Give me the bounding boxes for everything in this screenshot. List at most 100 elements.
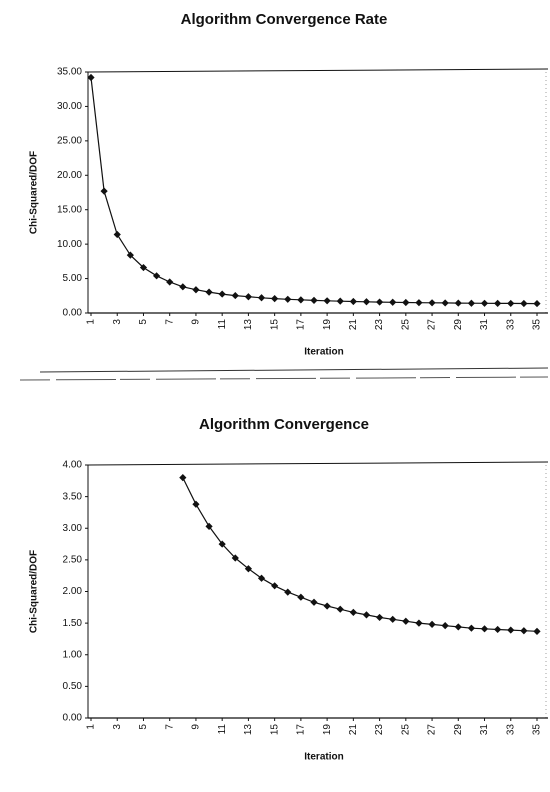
x-tick-label: 19 <box>322 319 333 331</box>
y-tick-label: 5.00 <box>63 273 83 284</box>
series-line <box>182 477 538 632</box>
data-point <box>428 620 436 628</box>
divider <box>19 376 549 381</box>
data-point <box>467 624 476 632</box>
data-point <box>375 298 384 306</box>
data-point <box>192 500 200 508</box>
x-tick-label: 27 <box>427 319 438 331</box>
data-point <box>507 299 515 308</box>
data-point <box>362 611 371 619</box>
data-point <box>257 574 266 582</box>
data-point <box>218 290 226 298</box>
data-point <box>454 299 462 307</box>
y-tick-label: 3.00 <box>63 523 83 534</box>
data-point <box>494 299 502 307</box>
x-tick-label: 31 <box>479 319 490 331</box>
x-axis-label: Iteration <box>304 347 343 358</box>
data-point <box>179 283 187 291</box>
x-tick-label: 27 <box>427 724 438 736</box>
data-point <box>297 593 305 601</box>
data-point <box>192 286 200 294</box>
data-point <box>375 613 384 622</box>
y-axis-label: Chi-Squared/DOF <box>29 151 40 234</box>
x-tick-label: 25 <box>400 319 411 331</box>
x-tick-label: 33 <box>505 724 516 736</box>
x-tick-label: 29 <box>453 319 464 331</box>
x-tick-label: 11 <box>217 319 228 330</box>
data-point <box>415 299 423 307</box>
data-point <box>520 299 528 308</box>
x-tick-label: 35 <box>532 724 543 736</box>
y-tick-label: 3.50 <box>63 491 83 502</box>
data-point <box>310 598 318 606</box>
x-tick-label: 7 <box>164 319 175 325</box>
data-point <box>533 299 541 308</box>
plot-top <box>87 461 549 466</box>
y-tick-label: 1.00 <box>63 649 83 660</box>
data-point <box>179 474 187 482</box>
x-tick-label: 3 <box>112 724 123 730</box>
x-tick-label: 21 <box>348 319 359 331</box>
x-tick-label: 9 <box>191 724 202 730</box>
data-point <box>271 582 279 590</box>
x-tick-label: 1 <box>86 724 97 730</box>
x-tick-label: 21 <box>348 724 359 736</box>
data-point <box>415 619 423 627</box>
data-point <box>533 627 541 635</box>
y-tick-label: 4.00 <box>63 460 83 471</box>
x-tick-label: 1 <box>86 319 97 325</box>
data-point <box>349 297 357 306</box>
x-tick-label: 35 <box>532 319 543 331</box>
data-point <box>310 296 318 304</box>
data-point <box>113 230 121 239</box>
data-point <box>441 299 449 307</box>
y-tick-label: 15.00 <box>57 204 82 215</box>
y-axis-label: Chi-Squared/DOF <box>29 550 40 633</box>
x-tick-label: 11 <box>217 724 228 735</box>
x-tick-label: 23 <box>374 319 385 331</box>
data-point <box>284 588 292 596</box>
data-point <box>231 554 239 562</box>
data-point <box>520 627 528 635</box>
x-tick-label: 17 <box>296 319 307 331</box>
x-tick-label: 3 <box>112 319 123 325</box>
x-tick-label: 13 <box>243 724 254 736</box>
data-point <box>271 295 279 303</box>
y-tick-label: 1.50 <box>63 618 83 629</box>
y-tick-label: 2.00 <box>63 586 83 597</box>
data-point <box>428 299 436 307</box>
x-tick-label: 25 <box>400 724 411 736</box>
data-point <box>284 295 292 303</box>
x-tick-label: 23 <box>374 724 385 736</box>
x-tick-label: 31 <box>479 724 490 736</box>
data-point <box>152 272 161 280</box>
data-point <box>166 278 174 286</box>
data-point <box>297 296 305 304</box>
x-tick-label: 13 <box>243 319 254 331</box>
y-tick-label: 0.00 <box>63 308 83 319</box>
data-point <box>454 623 462 631</box>
data-point <box>231 291 239 300</box>
y-tick-label: 30.00 <box>57 101 82 112</box>
chart-title: Algorithm Convergence <box>199 416 369 433</box>
data-point <box>494 625 502 634</box>
x-tick-label: 5 <box>138 319 149 325</box>
y-tick-label: 2.50 <box>63 555 83 566</box>
x-tick-label: 15 <box>269 319 280 331</box>
x-axis-label: Iteration <box>304 752 343 763</box>
chart-title: Algorithm Convergence Rate <box>181 11 388 28</box>
data-point <box>402 617 410 625</box>
data-point <box>257 294 266 302</box>
divider <box>39 367 549 373</box>
data-point <box>205 522 213 530</box>
data-point <box>389 615 397 623</box>
y-tick-label: 35.00 <box>57 67 82 78</box>
data-point <box>218 540 226 548</box>
data-point <box>336 605 344 613</box>
x-tick-label: 15 <box>269 724 280 736</box>
data-point <box>139 263 148 272</box>
y-tick-label: 0.00 <box>63 713 83 724</box>
data-point <box>244 565 253 573</box>
